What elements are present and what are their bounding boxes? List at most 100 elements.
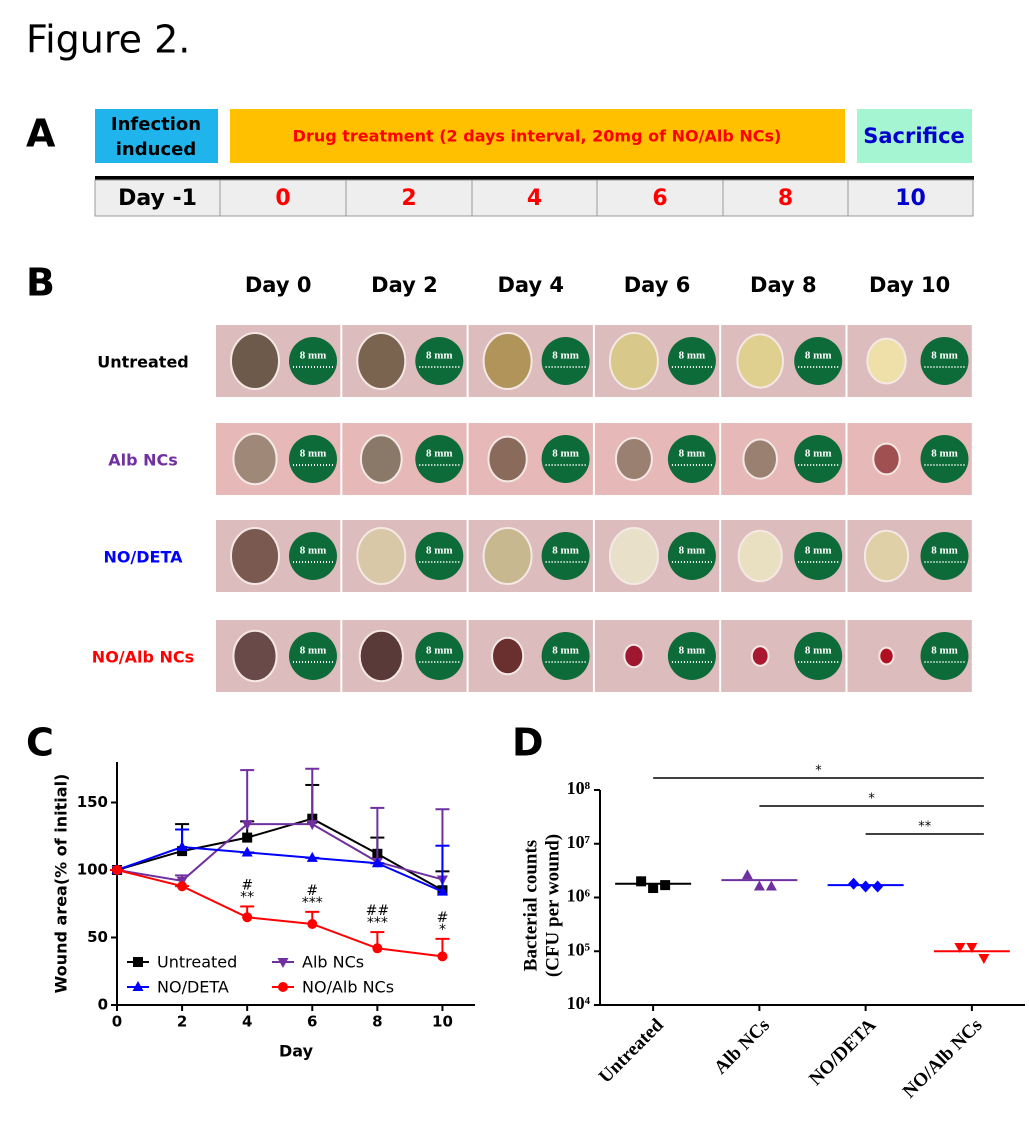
column-header: Day 10 [869,273,950,297]
marker [753,880,765,891]
scale-badge [794,632,843,680]
scale-badge [415,632,464,680]
x-tick-label: 8 [372,1013,382,1031]
marker [277,958,289,968]
badge-label: 8 mm [552,645,579,657]
badge-label: 8 mm [679,350,706,362]
scale-badge [920,337,969,385]
wound [356,527,407,585]
scale-badge [541,632,590,680]
badge-label: 8 mm [300,545,327,557]
scale-badge [920,532,969,580]
x-tick-label: 6 [307,1013,317,1031]
panel-letter: D [512,721,544,765]
wound [736,333,785,389]
marker [954,942,966,953]
wound [232,432,278,486]
badge-label: 8 mm [552,448,579,460]
badge-label: 8 mm [805,448,832,460]
y-tick-label: 50 [87,928,108,946]
marker [436,885,448,896]
y-tick-label: 10⁷ [567,832,591,852]
wound [737,529,783,583]
wound [491,636,525,676]
sacrifice-label: Sacrifice [863,124,965,148]
significance-label: ** [918,820,932,835]
marker [177,881,188,892]
legend-label: Alb NCs [302,953,364,972]
sacrifice-box [857,109,972,163]
y-tick-label: 100 [77,861,108,879]
day-cell [596,179,724,217]
badge-label: 8 mm [426,350,453,362]
badge-label: 8 mm [300,350,327,362]
day-label: 4 [527,186,542,211]
y-axis-label: (CFU per wound) [542,834,563,977]
marker [741,869,753,880]
marker [241,846,253,857]
day-label: 6 [652,186,667,211]
scale-badge [794,435,843,483]
wound [608,527,659,585]
y-tick-label: 10⁴ [567,993,591,1013]
significance-mark: # [437,910,449,926]
y-tick-label: 10⁵ [567,939,591,959]
series-line [116,817,443,892]
badge-label: 8 mm [300,645,327,657]
panel-letter: B [26,261,55,305]
wound [742,438,779,480]
column-header: Day 2 [371,273,438,297]
scale-badge [794,532,843,580]
column-header: Day 6 [624,273,691,297]
significance-mark: # [306,883,318,899]
badge-label: 8 mm [552,545,579,557]
wound [614,437,653,481]
scale-badge [667,435,716,483]
marker [860,880,872,893]
scale-badge [289,532,337,580]
x-tick-label: 10 [432,1013,453,1031]
column-header: Day 0 [245,273,312,297]
treatment-label: Drug treatment (2 days interval, 20mg of… [293,127,782,146]
badge-label: 8 mm [805,350,832,362]
marker [133,957,143,967]
wound [359,434,403,484]
row-label: Alb NCs [108,451,178,470]
wound [866,337,907,385]
scale-badge [667,632,716,680]
series-line [116,846,443,893]
figure-title: Figure 2. [26,18,190,62]
scale-badge [415,532,464,580]
wound [232,629,278,683]
day-label: Day -1 [118,186,197,211]
marker [242,912,253,923]
wound [358,629,404,683]
series-line [116,823,443,882]
day-cell [847,179,974,217]
significance-mark: # [241,877,253,893]
series-line [116,869,443,958]
day-label: 10 [895,186,926,211]
x-axis-label: Day [279,1042,314,1061]
badge-label: 8 mm [805,545,832,557]
marker [848,877,860,890]
marker [241,820,253,831]
wound [356,332,407,390]
y-axis-label: Bacterial counts [520,840,541,971]
marker [872,880,884,893]
badge-label: 8 mm [300,448,327,460]
badge-label: 8 mm [426,545,453,557]
marker [372,943,383,954]
row-label: NO/Alb NCs [92,648,194,667]
scale-badge [541,337,590,385]
badge-label: 8 mm [931,545,958,557]
legend-label: Untreated [157,953,237,972]
legend-label: NO/Alb NCs [302,978,394,997]
marker [978,953,990,964]
marker [765,880,777,891]
x-tick-label: 4 [242,1013,252,1031]
wound [230,332,280,390]
y-tick-label: 150 [77,793,108,811]
scale-badge [415,435,464,483]
day-cell [471,179,598,217]
